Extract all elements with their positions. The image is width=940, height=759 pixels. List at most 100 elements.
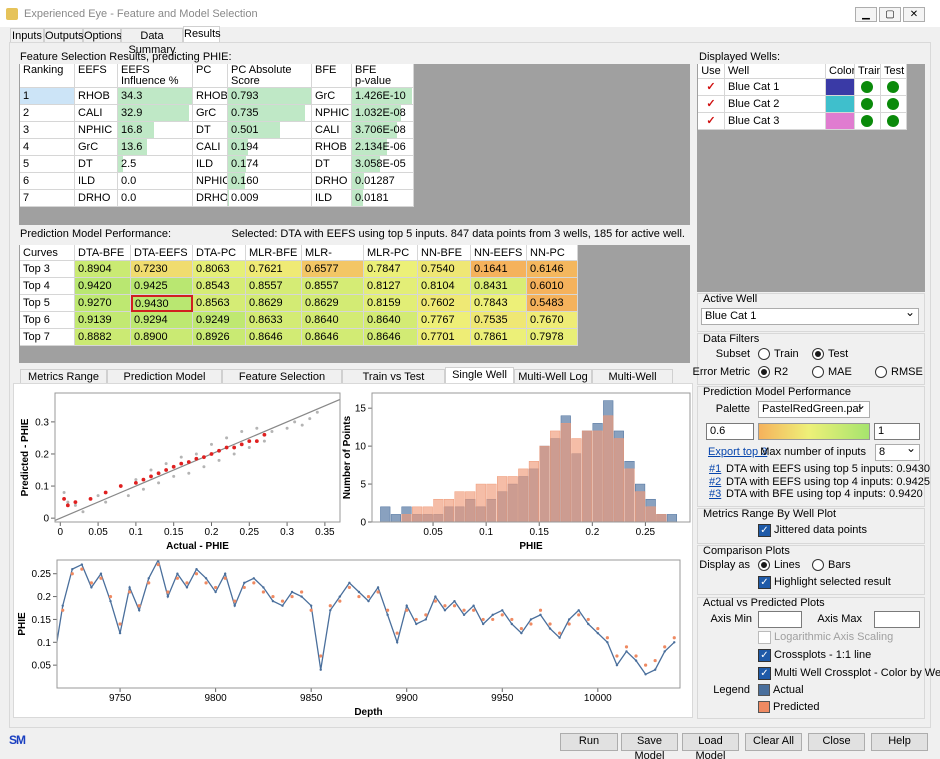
- metric-cell[interactable]: 0.7701: [418, 329, 471, 346]
- table-cell: 3.706E-08: [352, 122, 414, 139]
- metric-cell[interactable]: 0.7535: [471, 312, 527, 329]
- column-header: DTA-BFE: [75, 245, 131, 261]
- metric-cell[interactable]: 0.8646: [364, 329, 418, 346]
- button[interactable]: Clear All: [745, 733, 802, 751]
- result-link[interactable]: #1: [709, 463, 722, 475]
- scatter-point: [209, 452, 214, 456]
- metric-cell[interactable]: 0.6577: [302, 261, 364, 278]
- cell-text: 3.058E-05: [355, 158, 406, 170]
- metric-cell[interactable]: 0.8629: [302, 295, 364, 312]
- group-box: [697, 597, 925, 719]
- metric-cell[interactable]: 0.9139: [75, 312, 131, 329]
- metric-cell[interactable]: 0.8882: [75, 329, 131, 346]
- metric-cell[interactable]: 0.7670: [527, 312, 578, 329]
- metric-cell[interactable]: 0.8543: [193, 278, 246, 295]
- metric-cell[interactable]: 0.8127: [364, 278, 418, 295]
- metric-cell[interactable]: 0.8640: [302, 312, 364, 329]
- metric-cell[interactable]: 0.8633: [246, 312, 302, 329]
- button[interactable]: Close: [808, 733, 865, 751]
- table-cell: RHOB: [75, 88, 118, 105]
- metric-cell[interactable]: 0.8563: [193, 295, 246, 312]
- radio-button[interactable]: [812, 559, 824, 571]
- metric-cell[interactable]: 0.8900: [131, 329, 193, 346]
- palette-max-input[interactable]: 1: [874, 423, 920, 440]
- metric-cell[interactable]: 0.1641: [471, 261, 527, 278]
- main-tab[interactable]: Options: [83, 28, 122, 43]
- metric-cell[interactable]: 0.8557: [246, 278, 302, 295]
- checkbox[interactable]: ✓: [758, 667, 771, 680]
- metric-cell[interactable]: 0.7847: [364, 261, 418, 278]
- axis-max-input[interactable]: [874, 611, 920, 628]
- metric-cell[interactable]: 0.8646: [246, 329, 302, 346]
- metric-cell[interactable]: 0.7978: [527, 329, 578, 346]
- metric-cell[interactable]: 0.8640: [364, 312, 418, 329]
- checkbox[interactable]: ✓: [758, 524, 771, 537]
- metric-cell[interactable]: 0.8104: [418, 278, 471, 295]
- metric-cell[interactable]: 0.7230: [131, 261, 193, 278]
- metric-cell[interactable]: 0.8159: [364, 295, 418, 312]
- cell-text: NPHIC: [78, 124, 113, 136]
- dropdown[interactable]: PastelRedGreen.pal: [758, 401, 870, 418]
- metric-cell[interactable]: 0.9430: [131, 295, 193, 312]
- metric-cell[interactable]: 0.5483: [527, 295, 578, 312]
- radio-button[interactable]: [758, 348, 770, 360]
- use-check[interactable]: ✓: [698, 79, 725, 96]
- result-link[interactable]: #3: [709, 488, 722, 500]
- minimize-button[interactable]: ▁: [855, 7, 877, 22]
- use-check[interactable]: ✓: [698, 96, 725, 113]
- scatter-point: [254, 439, 259, 444]
- metric-cell[interactable]: 0.8063: [193, 261, 246, 278]
- metric-cell[interactable]: 0.8431: [471, 278, 527, 295]
- radio-button[interactable]: [875, 366, 887, 378]
- metric-cell[interactable]: 0.8904: [75, 261, 131, 278]
- status-dot[interactable]: [887, 81, 899, 93]
- metric-cell[interactable]: 0.7540: [418, 261, 471, 278]
- radio-button[interactable]: [812, 366, 824, 378]
- metric-cell[interactable]: 0.9420: [75, 278, 131, 295]
- button[interactable]: Save Model: [621, 733, 678, 759]
- metric-cell[interactable]: 0.9249: [193, 312, 246, 329]
- main-tab[interactable]: Data Summary: [121, 28, 183, 56]
- dropdown[interactable]: Blue Cat 1: [701, 308, 919, 325]
- status-dot[interactable]: [887, 115, 899, 127]
- metric-cell[interactable]: 0.7621: [246, 261, 302, 278]
- metric-cell[interactable]: 0.6010: [527, 278, 578, 295]
- axis-min-input[interactable]: [758, 611, 802, 628]
- status-text: Selected: DTA with EEFS using top 5 inpu…: [231, 228, 685, 240]
- plot-tab[interactable]: Multi-Well Log Plot: [514, 369, 592, 397]
- metric-cell[interactable]: 0.7861: [471, 329, 527, 346]
- checkbox[interactable]: ✓: [758, 649, 771, 662]
- main-tab[interactable]: Inputs: [10, 28, 44, 43]
- metric-cell[interactable]: 0.6146: [527, 261, 578, 278]
- status-dot[interactable]: [887, 98, 899, 110]
- checkbox[interactable]: ✓: [758, 576, 771, 589]
- dropdown[interactable]: 8: [875, 444, 920, 461]
- use-check[interactable]: ✓: [698, 113, 725, 130]
- export-link[interactable]: Export top 3: [708, 446, 768, 458]
- metric-cell[interactable]: 0.7602: [418, 295, 471, 312]
- metric-cell[interactable]: 0.9425: [131, 278, 193, 295]
- status-dot[interactable]: [861, 98, 873, 110]
- metric-cell[interactable]: 0.8646: [302, 329, 364, 346]
- palette-min-input[interactable]: 0.6: [706, 423, 754, 440]
- button[interactable]: Run: [560, 733, 618, 751]
- button[interactable]: Load Model: [682, 733, 739, 759]
- metric-cell[interactable]: 0.8926: [193, 329, 246, 346]
- metric-cell[interactable]: 0.7843: [471, 295, 527, 312]
- metric-cell[interactable]: 0.8557: [302, 278, 364, 295]
- metric-cell[interactable]: 0.8629: [246, 295, 302, 312]
- status-dot[interactable]: [861, 115, 873, 127]
- metric-cell[interactable]: 0.9294: [131, 312, 193, 329]
- main-tab[interactable]: Results: [183, 26, 221, 43]
- maximize-button[interactable]: ▢: [879, 7, 901, 22]
- histogram-bar: [528, 461, 539, 522]
- button[interactable]: Help: [871, 733, 928, 751]
- x-tick-label: 0.3: [280, 527, 294, 538]
- main-tab[interactable]: Outputs: [44, 28, 84, 43]
- metric-cell[interactable]: 0.9270: [75, 295, 131, 312]
- status-dot[interactable]: [861, 81, 873, 93]
- close-window-button[interactable]: ✕: [903, 7, 925, 22]
- result-link[interactable]: #2: [709, 475, 722, 488]
- series-point: [415, 622, 418, 626]
- metric-cell[interactable]: 0.7767: [418, 312, 471, 329]
